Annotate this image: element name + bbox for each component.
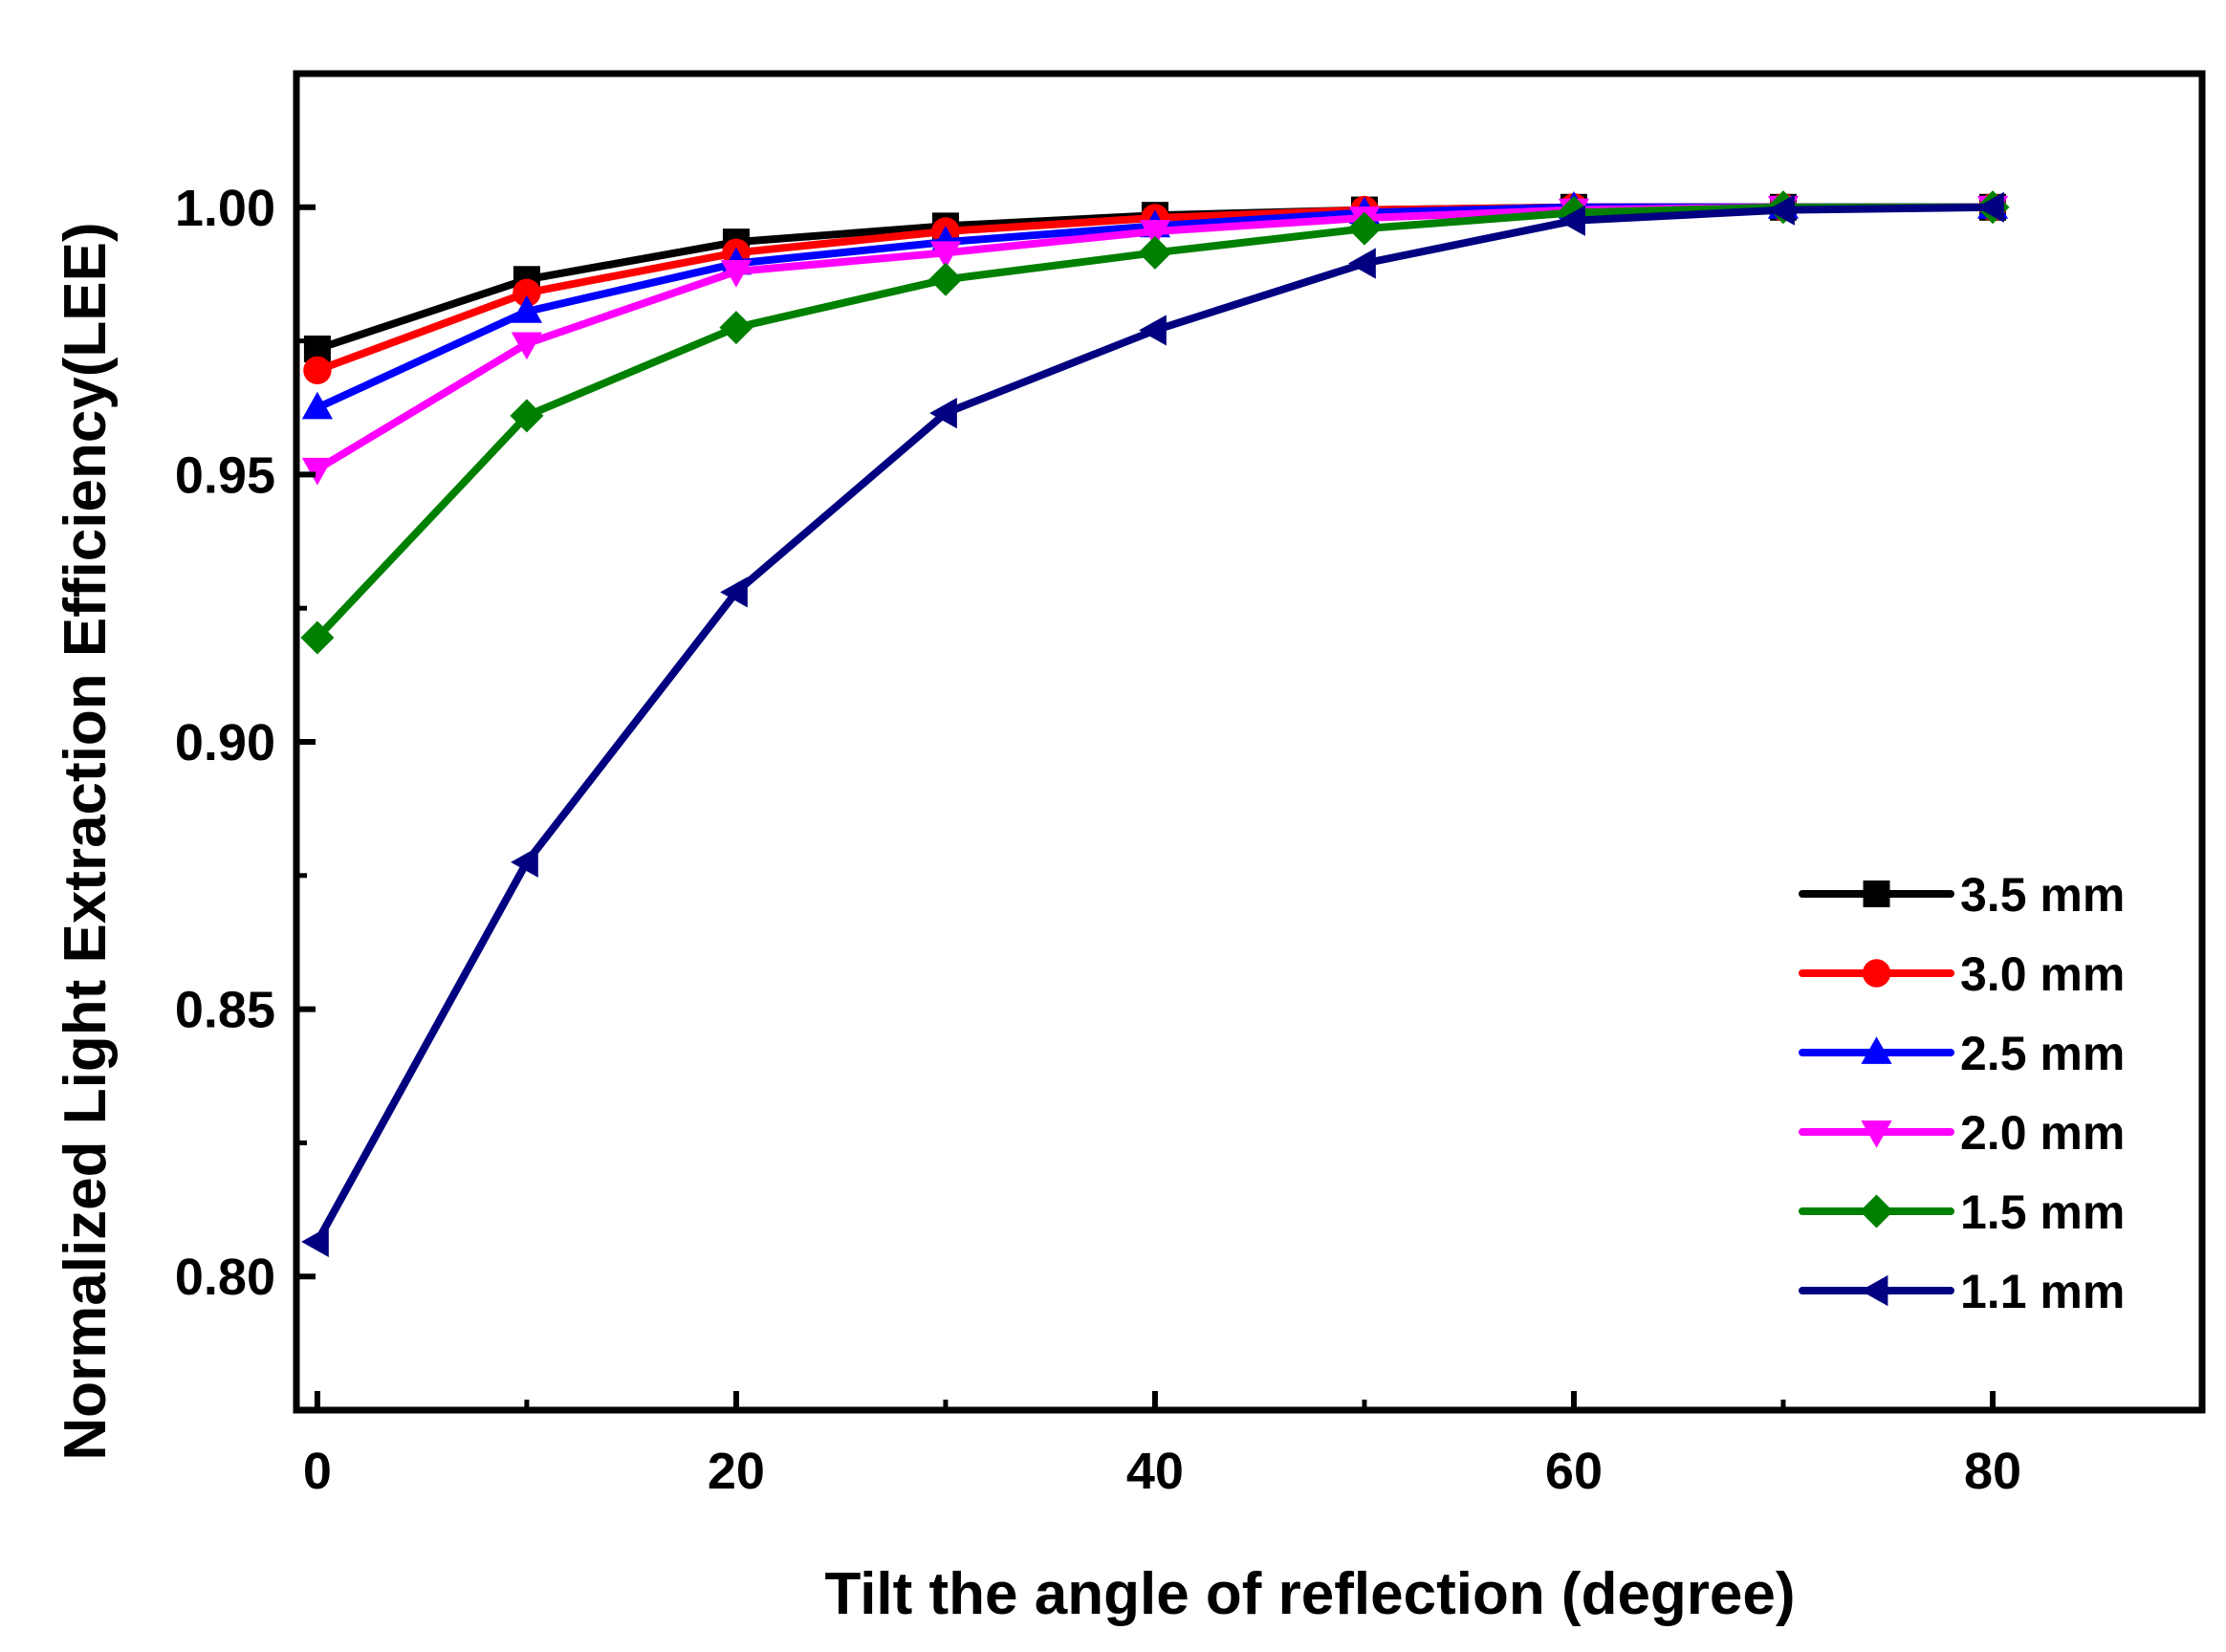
legend-marker-0 — [1863, 880, 1890, 907]
legend-marker-3 — [1861, 1120, 1892, 1148]
x-tick-label-2: 40 — [1126, 1443, 1184, 1500]
x-axis-title: Tilt the angle of reflection (degree) — [824, 1561, 1795, 1627]
legend-label-4: 1.5 mm — [1960, 1185, 2125, 1239]
legend-label-0: 3.5 mm — [1960, 868, 2125, 922]
data-point-4-2 — [719, 311, 753, 345]
y-axis-title: Normalized Light Extraction Efficiency(L… — [53, 222, 119, 1460]
data-point-2-1 — [511, 295, 543, 323]
data-point-4-3 — [928, 262, 963, 296]
legend-label-2: 2.5 mm — [1960, 1027, 2125, 1080]
y-tick-label-4: 1.00 — [175, 180, 275, 237]
y-tick-label-2: 0.90 — [175, 714, 275, 772]
legend-marker-1 — [1862, 959, 1891, 988]
legend-marker-4 — [1860, 1194, 1893, 1228]
series-line-5 — [313, 203, 1997, 1246]
data-point-1-1 — [513, 278, 541, 307]
data-point-5-4 — [1139, 315, 1167, 346]
data-point-1-0 — [303, 356, 332, 385]
data-point-3-4 — [1139, 220, 1171, 248]
data-point-5-2 — [720, 576, 748, 608]
legend-marker-5 — [1860, 1274, 1888, 1307]
data-point-5-0 — [301, 1226, 329, 1257]
data-point-4-1 — [510, 399, 544, 433]
axis-ticks — [296, 204, 1996, 1410]
data-point-3-1 — [511, 332, 543, 360]
data-point-3-3 — [929, 241, 962, 270]
data-point-5-3 — [929, 397, 957, 429]
x-tick-label-1: 20 — [708, 1443, 765, 1500]
data-point-3-0 — [301, 457, 334, 486]
data-point-5-8 — [1976, 191, 2004, 223]
data-point-4-0 — [300, 620, 335, 655]
data-point-4-4 — [1138, 235, 1172, 270]
data-point-5-6 — [1558, 205, 1585, 236]
plot-content — [300, 190, 2010, 1257]
data-point-5-5 — [1348, 248, 1376, 279]
y-tick-label-1: 0.85 — [175, 982, 275, 1039]
legend-label-3: 2.0 mm — [1960, 1106, 2125, 1160]
y-tick-label-3: 0.95 — [175, 446, 275, 504]
x-tick-label-3: 60 — [1545, 1443, 1603, 1500]
x-tick-label-4: 80 — [1964, 1443, 2021, 1500]
legend-marker-2 — [1861, 1036, 1892, 1064]
axis-labels: 0 20 40 60 80 0.80 0.85 0.90 0.95 1.00 — [175, 180, 2021, 1500]
data-point-5-7 — [1767, 194, 1795, 226]
data-point-2-0 — [301, 391, 334, 420]
data-point-5-1 — [511, 846, 538, 878]
data-point-3-2 — [720, 260, 753, 288]
y-tick-label-0: 0.80 — [175, 1249, 275, 1306]
legend: 3.5 mm 3.0 mm 2.5 mm 2.0 mm 1.5 mm 1.1 mm — [1799, 868, 2125, 1318]
data-point-4-5 — [1347, 211, 1382, 246]
legend-label-1: 3.0 mm — [1960, 947, 2125, 1001]
x-tick-label-0: 0 — [303, 1443, 332, 1500]
legend-label-5: 1.1 mm — [1960, 1265, 2125, 1318]
